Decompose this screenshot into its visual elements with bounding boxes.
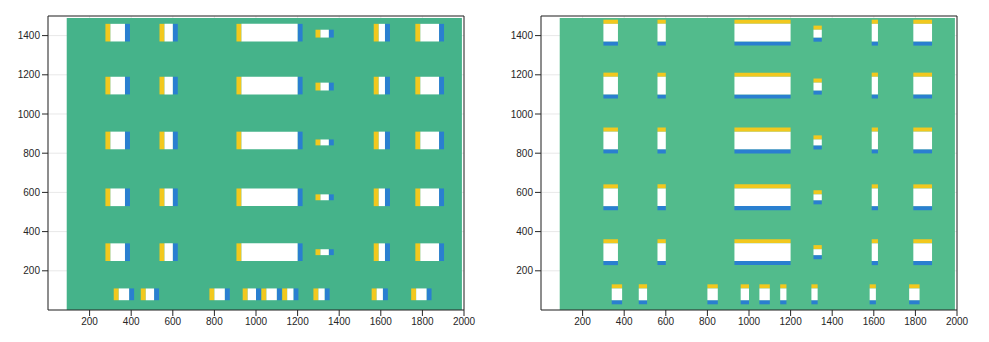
svg-text:800: 800 xyxy=(699,316,716,327)
svg-text:600: 600 xyxy=(164,316,181,327)
svg-text:600: 600 xyxy=(657,316,674,327)
svg-text:1800: 1800 xyxy=(904,316,927,327)
svg-text:1600: 1600 xyxy=(370,316,393,327)
svg-text:400: 400 xyxy=(616,316,633,327)
svg-text:200: 200 xyxy=(516,265,533,276)
svg-text:600: 600 xyxy=(516,187,533,198)
svg-text:1000: 1000 xyxy=(738,316,761,327)
svg-text:2000: 2000 xyxy=(453,316,476,327)
svg-text:600: 600 xyxy=(23,187,40,198)
svg-text:1800: 1800 xyxy=(411,316,434,327)
svg-text:1000: 1000 xyxy=(18,109,41,120)
svg-text:1200: 1200 xyxy=(779,316,802,327)
svg-text:1000: 1000 xyxy=(245,316,268,327)
svg-text:200: 200 xyxy=(81,316,98,327)
svg-text:1000: 1000 xyxy=(511,109,534,120)
svg-text:1200: 1200 xyxy=(286,316,309,327)
svg-text:200: 200 xyxy=(574,316,591,327)
svg-text:800: 800 xyxy=(206,316,223,327)
svg-text:1400: 1400 xyxy=(328,316,351,327)
svg-text:800: 800 xyxy=(516,148,533,159)
svg-text:400: 400 xyxy=(516,226,533,237)
svg-text:400: 400 xyxy=(123,316,140,327)
svg-text:1400: 1400 xyxy=(18,30,41,41)
svg-text:200: 200 xyxy=(23,265,40,276)
svg-text:1400: 1400 xyxy=(821,316,844,327)
svg-text:1200: 1200 xyxy=(18,69,41,80)
svg-text:1400: 1400 xyxy=(511,30,534,41)
svg-text:2000: 2000 xyxy=(946,316,969,327)
svg-text:1200: 1200 xyxy=(511,69,534,80)
svg-text:1600: 1600 xyxy=(863,316,886,327)
svg-text:800: 800 xyxy=(23,148,40,159)
svg-text:400: 400 xyxy=(23,226,40,237)
